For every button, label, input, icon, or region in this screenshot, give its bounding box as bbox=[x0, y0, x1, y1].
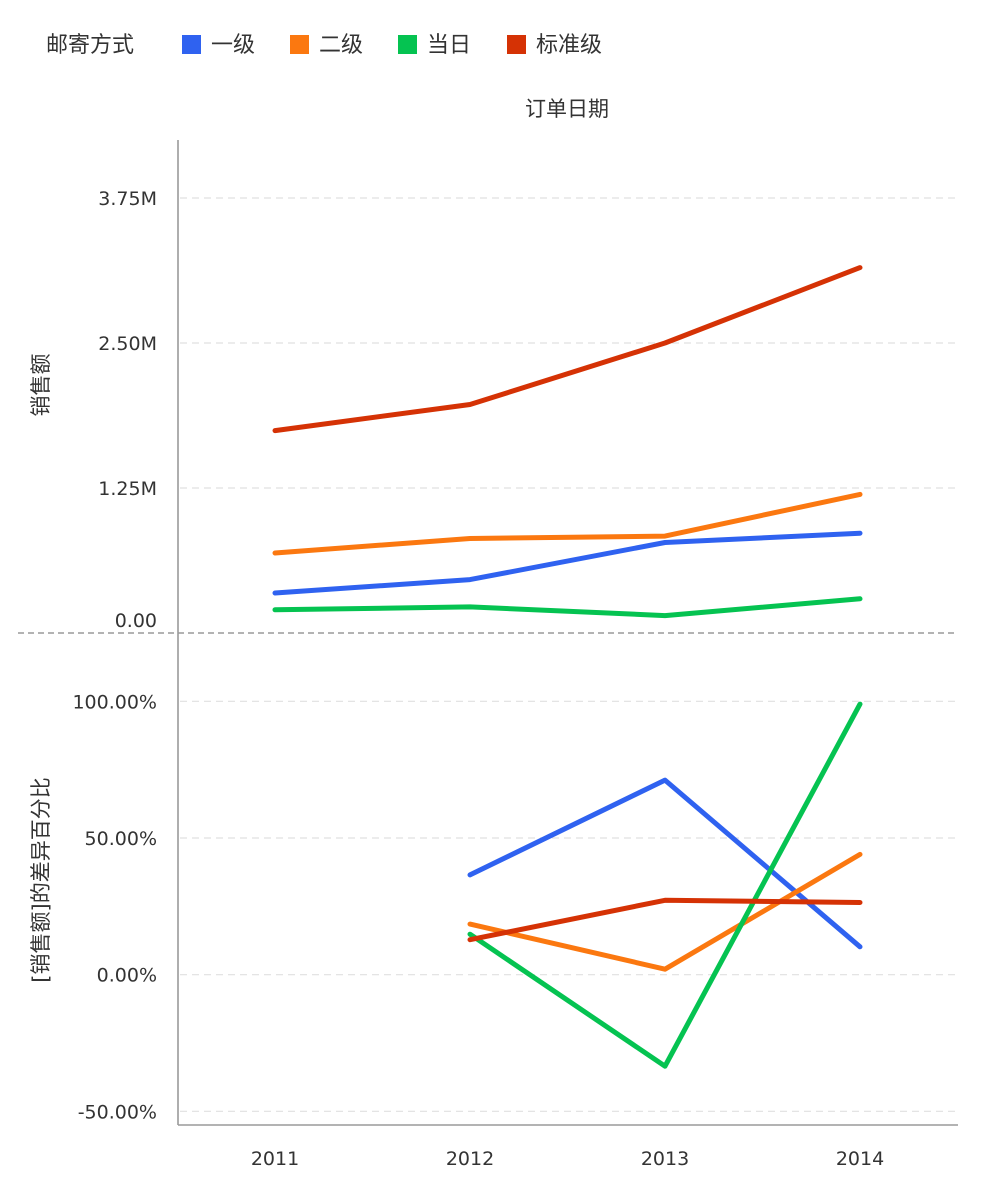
y-tick-label: 50.00% bbox=[85, 828, 157, 850]
series-line-2 bbox=[272, 596, 863, 619]
legend-label-2: 当日 bbox=[427, 33, 471, 58]
legend-swatch-1 bbox=[290, 35, 309, 54]
x-tick-label: 2014 bbox=[836, 1148, 884, 1170]
x-axis-title: 订单日期 bbox=[525, 97, 609, 121]
series-line-3 bbox=[467, 897, 863, 943]
y-axis-title-sales: 销售额 bbox=[29, 354, 53, 417]
legend-label-0: 一级 bbox=[211, 33, 255, 58]
series-line-0 bbox=[467, 777, 863, 950]
y-tick-label: 1.25M bbox=[98, 478, 157, 500]
series-line-2 bbox=[467, 701, 863, 1069]
series-line-3 bbox=[272, 265, 863, 434]
sales-difference-panel: -50.00% 0.00% 50.00% 100.00% bbox=[72, 691, 958, 1123]
legend: 邮寄方式 一级 二级 当日 标准级 bbox=[46, 33, 602, 58]
series-line-1 bbox=[272, 491, 863, 556]
sales-panel: 0.00 1.25M 2.50M 3.75M bbox=[98, 188, 958, 632]
y-tick-label: 2.50M bbox=[98, 333, 157, 355]
legend-swatch-2 bbox=[398, 35, 417, 54]
series-line-0 bbox=[272, 530, 863, 596]
legend-label-1: 二级 bbox=[319, 33, 363, 58]
legend-swatch-3 bbox=[507, 35, 526, 54]
series-line-1 bbox=[467, 851, 863, 972]
y-tick-label: -50.00% bbox=[78, 1101, 157, 1123]
y-tick-label: 0.00% bbox=[97, 965, 157, 987]
legend-title: 邮寄方式 bbox=[46, 33, 134, 58]
x-tick-label: 2012 bbox=[446, 1148, 494, 1170]
y-tick-label: 100.00% bbox=[72, 691, 157, 713]
legend-label-3: 标准级 bbox=[536, 33, 602, 58]
x-tick-label: 2013 bbox=[641, 1148, 689, 1170]
y-axis-title-difference: [销售额]的差异百分比 bbox=[29, 777, 53, 982]
legend-swatch-0 bbox=[182, 35, 201, 54]
x-tick-label: 2011 bbox=[251, 1148, 299, 1170]
x-axis-ticks: 2011 2012 2013 2014 bbox=[251, 1148, 884, 1170]
y-tick-label: 0.00 bbox=[115, 610, 157, 632]
y-tick-label: 3.75M bbox=[98, 188, 157, 210]
